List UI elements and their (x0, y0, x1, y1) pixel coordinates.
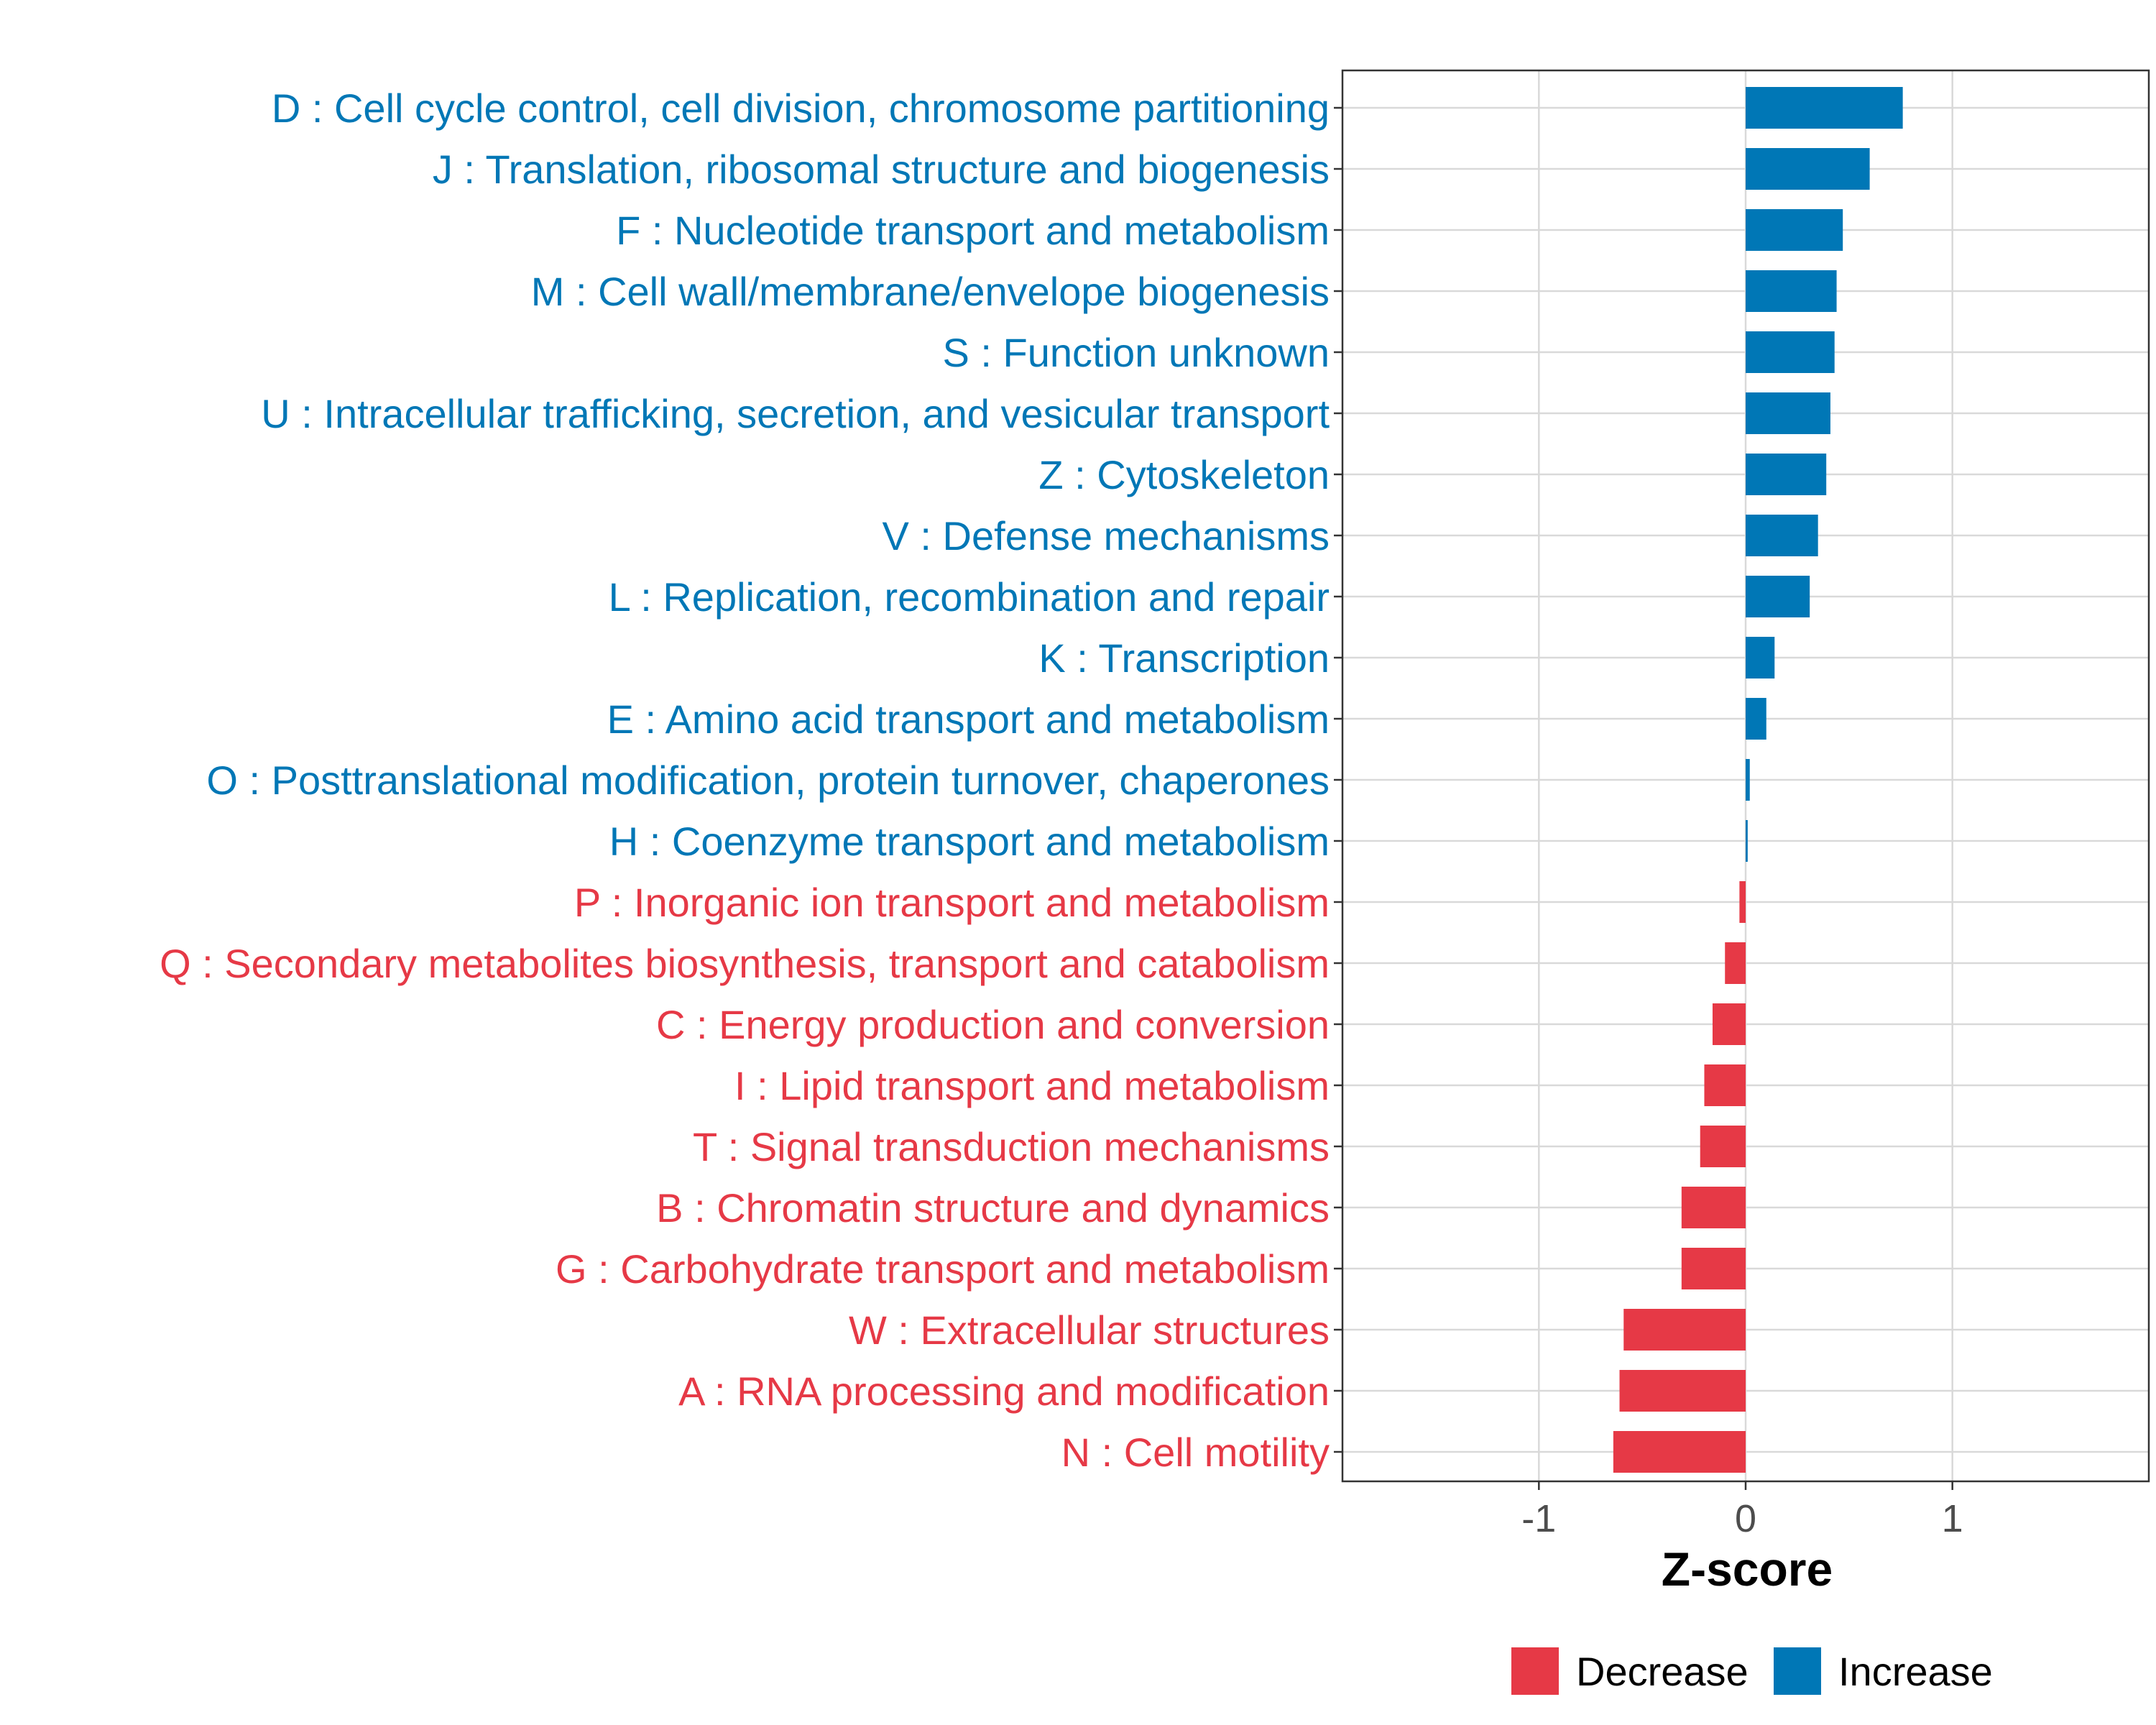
bar (1746, 820, 1748, 862)
category-label: M : Cell wall/membrane/envelope biogenes… (531, 269, 1330, 314)
bar (1746, 209, 1843, 251)
bar (1700, 1126, 1746, 1167)
category-label: P : Inorganic ion transport and metaboli… (574, 880, 1330, 925)
bar (1746, 270, 1837, 312)
bars-layer (1613, 87, 1903, 1473)
bar (1746, 576, 1810, 617)
category-label: T : Signal transduction mechanisms (693, 1124, 1330, 1169)
legend-key-decrease (1511, 1647, 1559, 1695)
category-label: H : Coenzyme transport and metabolism (609, 819, 1330, 864)
x-tick-label: -1 (1521, 1497, 1556, 1540)
category-label: Z : Cytoskeleton (1038, 452, 1330, 497)
bar (1712, 1003, 1746, 1045)
category-label: B : Chromatin structure and dynamics (656, 1185, 1330, 1230)
bar (1613, 1431, 1746, 1473)
category-labels: D : Cell cycle control, cell division, c… (160, 86, 1330, 1475)
category-label: S : Function unknown (942, 330, 1330, 375)
bar (1739, 881, 1746, 923)
category-label: L : Replication, recombination and repai… (609, 574, 1330, 620)
category-label: V : Defense mechanisms (883, 513, 1330, 558)
category-label: W : Extracellular structures (849, 1307, 1330, 1353)
bar (1725, 942, 1746, 984)
category-label: C : Energy production and conversion (656, 1002, 1330, 1047)
bar (1746, 148, 1870, 190)
bar (1746, 515, 1818, 556)
x-tick-label: 1 (1942, 1497, 1963, 1540)
category-label: K : Transcription (1038, 635, 1330, 681)
category-label: J : Translation, ribosomal structure and… (433, 147, 1330, 192)
bar (1746, 331, 1835, 373)
bar (1704, 1064, 1746, 1106)
x-axis-title: Z-score (1662, 1542, 1833, 1596)
bar (1746, 392, 1830, 434)
bar (1681, 1187, 1746, 1228)
category-label: N : Cell motility (1061, 1430, 1330, 1475)
legend-label-decrease: Decrease (1576, 1649, 1749, 1694)
category-label: A : RNA processing and modification (678, 1368, 1330, 1414)
x-tick-label: 0 (1735, 1497, 1756, 1540)
category-label: G : Carbohydrate transport and metabolis… (556, 1246, 1330, 1292)
legend: Decrease Increase (1511, 1647, 1993, 1695)
ticks-layer: -1 0 1 (1334, 106, 1963, 1540)
bar (1746, 637, 1775, 678)
bar (1746, 454, 1827, 495)
category-label: D : Cell cycle control, cell division, c… (272, 86, 1330, 131)
category-label: I : Lipid transport and metabolism (734, 1063, 1330, 1108)
bar (1619, 1370, 1746, 1412)
legend-label-increase: Increase (1838, 1649, 1993, 1694)
bar (1681, 1248, 1746, 1289)
bar (1746, 87, 1903, 129)
category-label: E : Amino acid transport and metabolism (607, 696, 1330, 742)
category-label: F : Nucleotide transport and metabolism (616, 208, 1330, 253)
bar (1746, 759, 1750, 801)
legend-key-increase (1774, 1647, 1821, 1695)
category-label: Q : Secondary metabolites biosynthesis, … (160, 941, 1330, 986)
bar (1746, 698, 1766, 740)
bar (1623, 1309, 1746, 1351)
category-label: U : Intracellular trafficking, secretion… (261, 391, 1330, 436)
category-label: O : Posttranslational modification, prot… (206, 758, 1330, 803)
